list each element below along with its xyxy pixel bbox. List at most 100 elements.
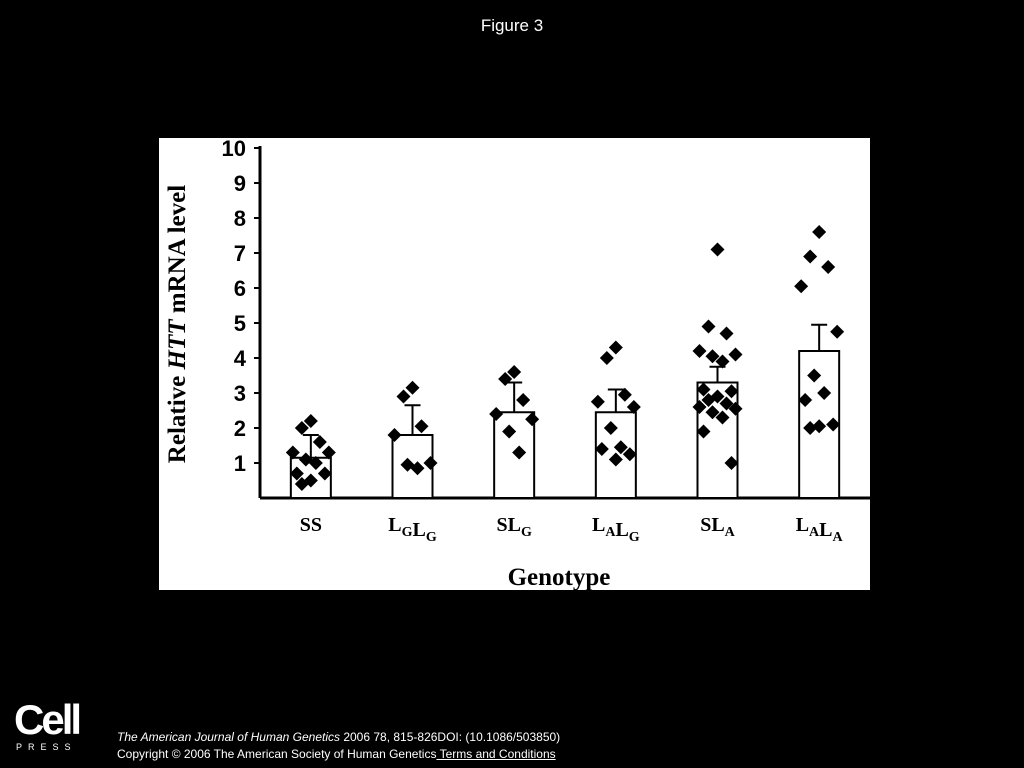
data-point bbox=[794, 279, 809, 294]
y-axis-label-part: Relative bbox=[164, 369, 191, 463]
error-bars bbox=[302, 323, 828, 458]
data-point bbox=[692, 400, 707, 414]
data-point bbox=[312, 435, 327, 449]
y-tick-label: 6 bbox=[234, 276, 246, 301]
data-point bbox=[599, 351, 614, 365]
data-point bbox=[622, 447, 637, 462]
data-point bbox=[728, 347, 743, 362]
data-point bbox=[285, 445, 300, 460]
data-point bbox=[603, 421, 618, 435]
y-tick-label: 3 bbox=[234, 381, 246, 406]
bar bbox=[493, 411, 536, 499]
x-tick-base: SL bbox=[496, 514, 520, 536]
data-point bbox=[308, 456, 323, 470]
chart-panel: Relative HTT mRNA level 1 2 3 4 5 6 7 8 9 10 SS LG… bbox=[159, 138, 870, 590]
x-tick-base: L bbox=[796, 514, 809, 536]
data-point bbox=[812, 419, 827, 434]
data-point bbox=[705, 349, 720, 364]
data-point bbox=[696, 382, 711, 397]
data-point bbox=[826, 417, 841, 432]
data-point bbox=[719, 396, 734, 411]
data-point bbox=[498, 372, 513, 386]
y-axis-label-gene: HTT bbox=[164, 318, 191, 371]
x-tick-base: L bbox=[819, 519, 832, 541]
x-tick-subscript: G bbox=[521, 525, 532, 540]
y-tick-label: 5 bbox=[234, 311, 246, 336]
x-tick-base: L bbox=[592, 514, 605, 536]
x-tick-label: LGLG bbox=[388, 514, 437, 545]
citation: The American Journal of Human Genetics 2… bbox=[117, 729, 560, 763]
data-point bbox=[317, 466, 332, 481]
data-point bbox=[803, 249, 818, 264]
y-tick-label: 7 bbox=[234, 241, 246, 266]
data-point bbox=[414, 419, 429, 434]
y-tick-label: 2 bbox=[234, 416, 246, 441]
y-tick-label: 1 bbox=[234, 451, 246, 476]
bars bbox=[289, 350, 841, 499]
cell-press-logo: Cell PRESS bbox=[14, 696, 82, 753]
x-axis-label: Genotype bbox=[508, 564, 611, 590]
data-point bbox=[715, 410, 730, 425]
data-point bbox=[807, 368, 822, 383]
data-point bbox=[724, 456, 739, 470]
terms-link[interactable]: Terms and Conditions bbox=[436, 747, 556, 761]
data-point bbox=[321, 445, 336, 460]
data-point bbox=[728, 401, 743, 416]
data-point bbox=[516, 393, 531, 407]
data-point bbox=[821, 260, 836, 274]
data-point bbox=[502, 424, 517, 439]
data-point bbox=[803, 421, 818, 435]
citation-line: The American Journal of Human Genetics 2… bbox=[117, 729, 560, 746]
data-point bbox=[590, 394, 605, 409]
data-point bbox=[594, 442, 609, 456]
logo-sub: PRESS bbox=[16, 742, 77, 752]
x-tick-label: SS bbox=[300, 514, 322, 536]
y-tick-label: 10 bbox=[222, 138, 246, 161]
data-point bbox=[613, 440, 628, 455]
journal-name: The American Journal of Human Genetics bbox=[117, 730, 340, 744]
data-point bbox=[617, 387, 632, 402]
copyright-line: Copyright © 2006 The American Society of… bbox=[117, 746, 560, 763]
data-point bbox=[701, 393, 716, 407]
data-point bbox=[507, 365, 522, 379]
data-point bbox=[626, 400, 641, 414]
logo-word: Cell bbox=[14, 696, 82, 743]
data-point bbox=[489, 407, 504, 421]
data-point bbox=[608, 340, 623, 355]
x-tick-base: L bbox=[615, 519, 628, 541]
x-tick-label: LALA bbox=[796, 514, 844, 545]
x-tick-subscript: G bbox=[426, 530, 437, 545]
y-ticks: 1 2 3 4 5 6 7 8 9 10 bbox=[222, 138, 260, 476]
x-tick-base: S bbox=[311, 514, 322, 536]
x-tick-label: SLG bbox=[496, 514, 531, 540]
data-point bbox=[303, 414, 318, 428]
y-tick-label: 8 bbox=[234, 206, 246, 231]
x-tick-base: L bbox=[388, 514, 401, 536]
data-points bbox=[285, 225, 845, 491]
x-tick-subscript: A bbox=[605, 525, 616, 540]
x-tick-label: LALG bbox=[592, 514, 640, 545]
y-axis-label: Relative HTT mRNA level bbox=[164, 185, 191, 463]
y-axis-label-text: Relative HTT mRNA level bbox=[164, 185, 191, 463]
data-point bbox=[812, 225, 827, 239]
y-tick-label: 9 bbox=[234, 171, 246, 196]
data-point bbox=[715, 354, 730, 369]
data-point bbox=[705, 405, 720, 420]
axes bbox=[258, 146, 870, 500]
x-tick-subscript: G bbox=[629, 530, 640, 545]
data-point bbox=[423, 456, 438, 470]
data-point bbox=[303, 473, 318, 488]
data-point bbox=[692, 344, 707, 358]
y-tick-label: 4 bbox=[234, 346, 247, 371]
data-point bbox=[525, 412, 540, 427]
data-point bbox=[696, 424, 711, 439]
data-point bbox=[294, 477, 309, 491]
copyright-text: Copyright © 2006 The American Society of… bbox=[117, 747, 437, 761]
y-axis-label-part: mRNA level bbox=[164, 185, 191, 320]
x-tick-label: SLA bbox=[700, 514, 735, 540]
data-point bbox=[830, 324, 845, 339]
x-tick-subscript: A bbox=[809, 525, 820, 540]
x-tick-subscript: A bbox=[725, 525, 736, 540]
